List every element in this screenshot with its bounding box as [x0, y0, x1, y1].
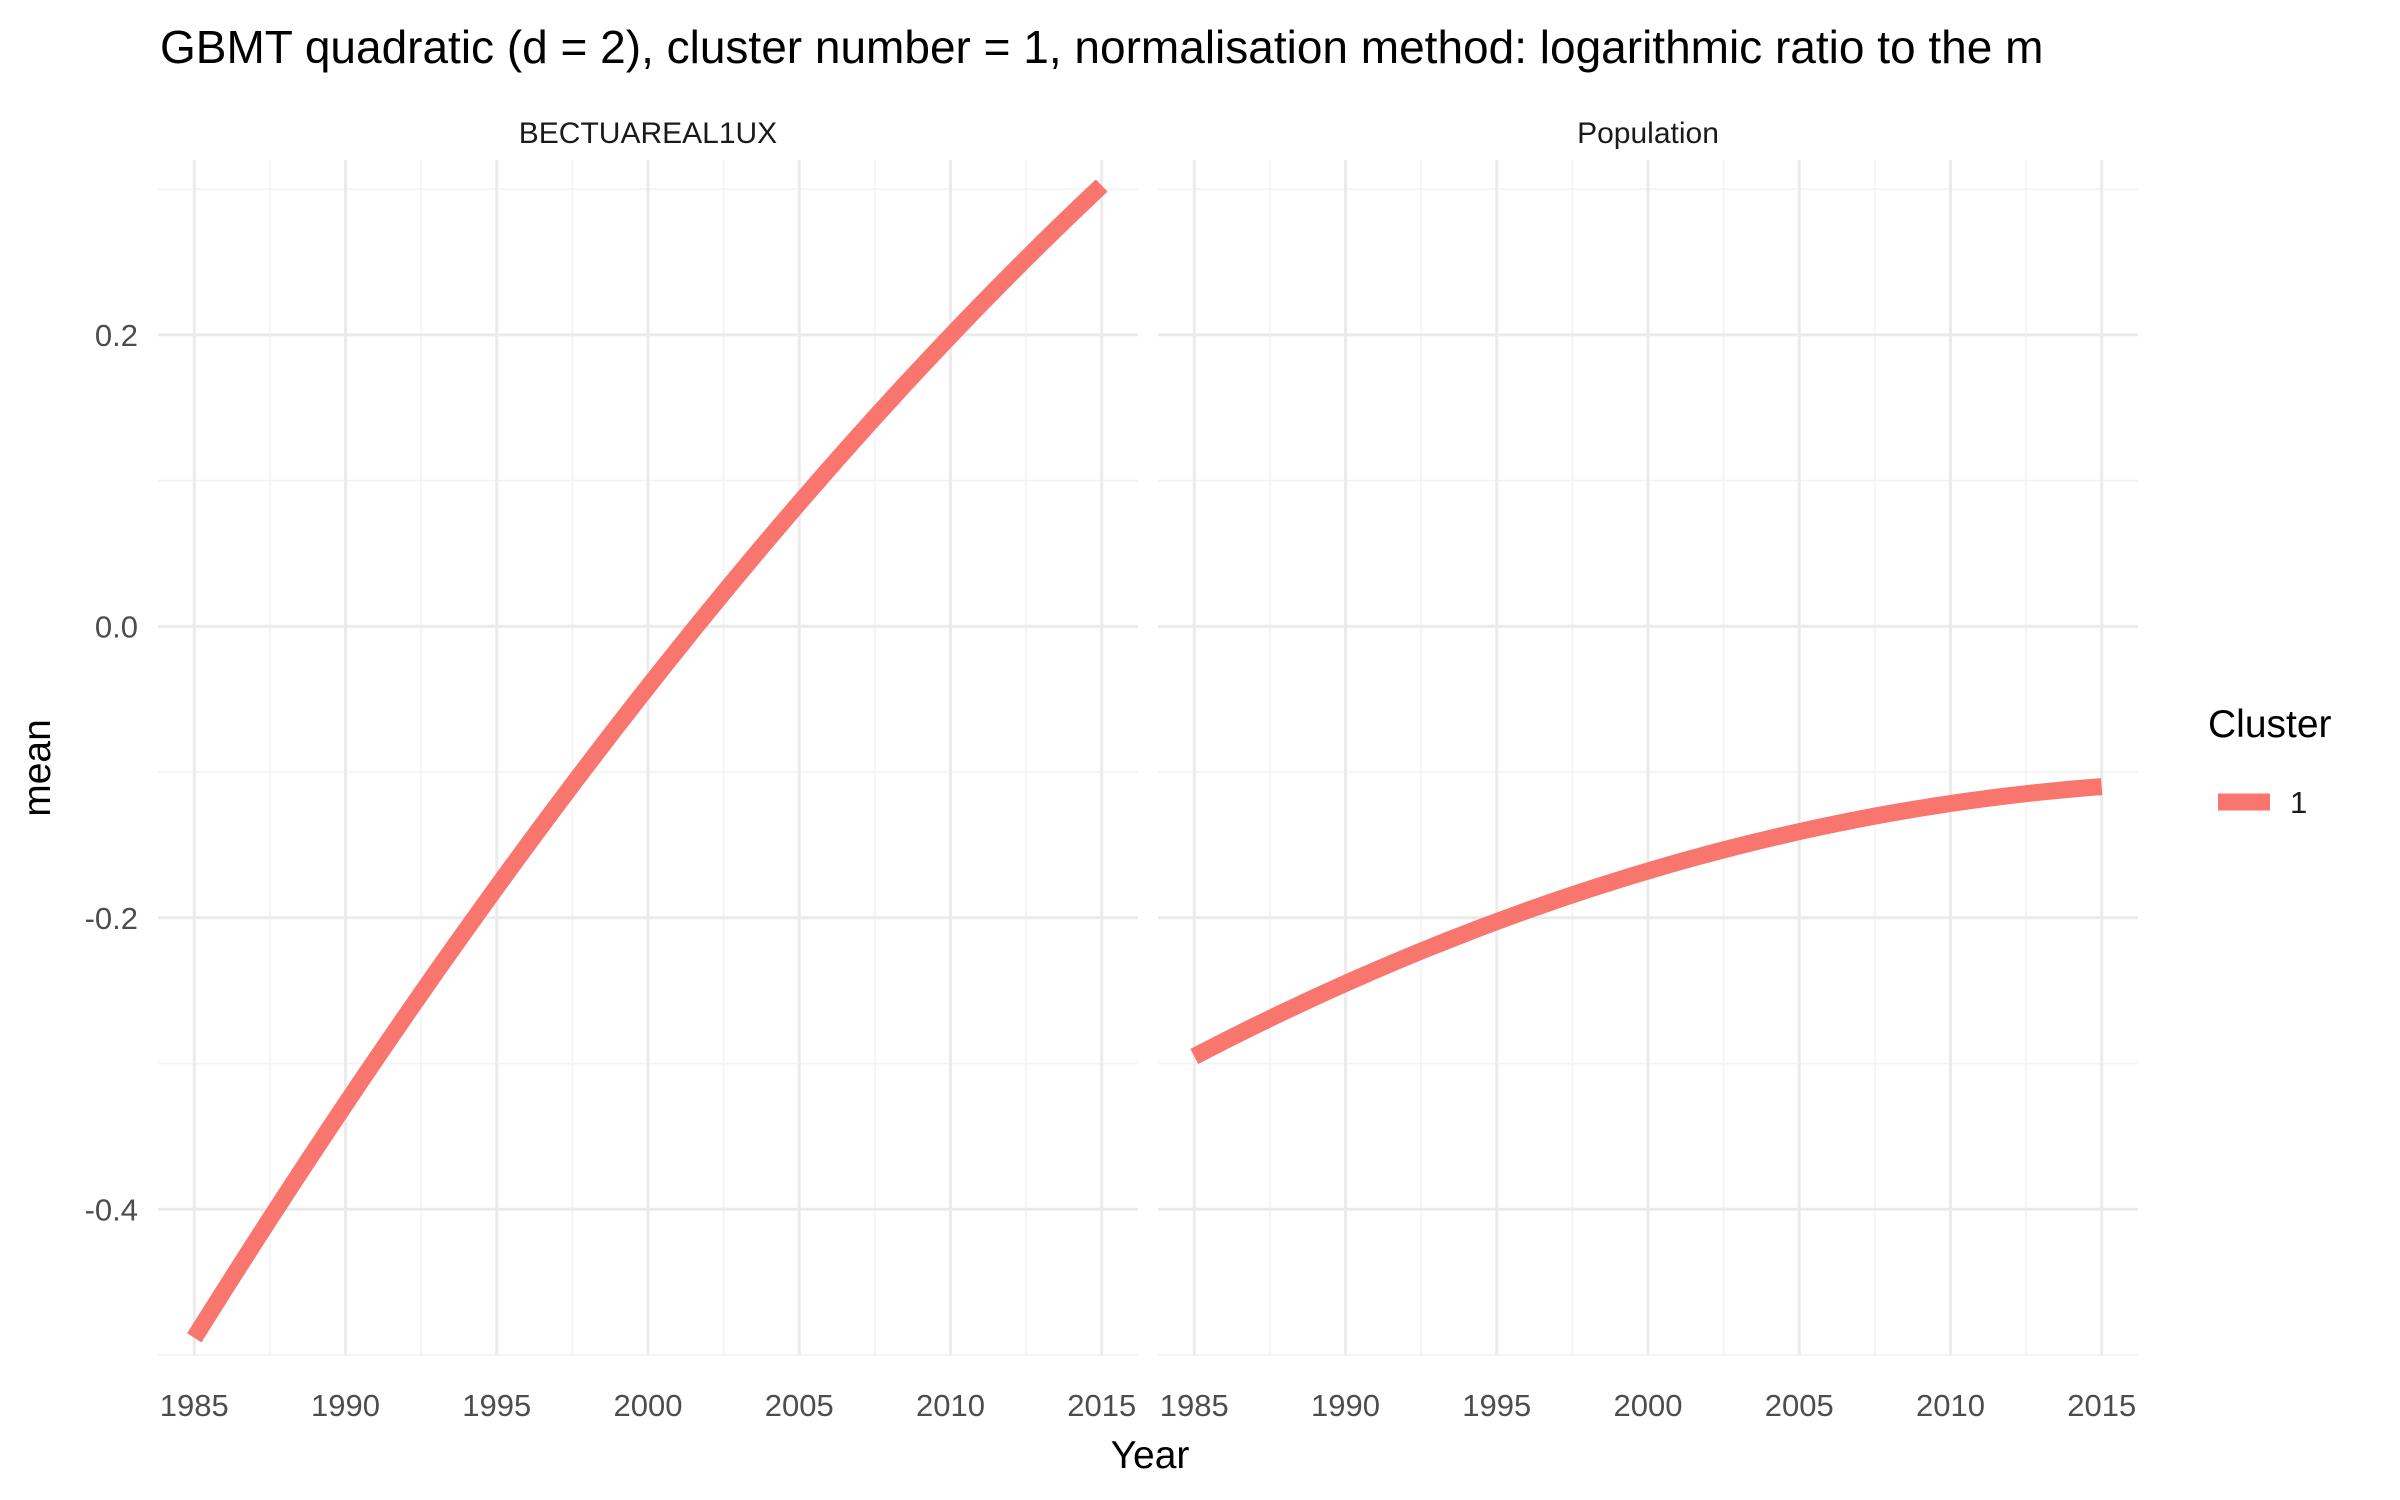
- chart-title: GBMT quadratic (d = 2), cluster number =…: [160, 21, 2043, 73]
- x-tick-label: 2000: [614, 1388, 683, 1423]
- x-tick-label: 1990: [311, 1388, 380, 1423]
- x-tick-label: 1990: [1311, 1388, 1380, 1423]
- legend-label: 1: [2290, 785, 2307, 820]
- x-axis-title: Year: [1111, 1434, 1190, 1477]
- y-axis-title: mean: [16, 719, 59, 817]
- x-tick-label: 2015: [2067, 1388, 2136, 1423]
- y-tick-label: -0.2: [85, 901, 138, 936]
- facet-strip-label: BECTUAREAL1UX: [519, 117, 777, 150]
- series-line-cluster-1: [1190, 778, 2103, 1065]
- facet-strip-label: Population: [1577, 117, 1719, 150]
- x-tick-label: 2010: [1916, 1388, 1985, 1423]
- x-tick-label: 2005: [1765, 1388, 1834, 1423]
- legend-title: Cluster: [2208, 703, 2332, 746]
- x-tick-label: 1985: [160, 1388, 229, 1423]
- x-tick-label: 2015: [1067, 1388, 1136, 1423]
- legend: Cluster 1: [2208, 703, 2332, 820]
- x-tick-label: 1995: [1462, 1388, 1531, 1423]
- y-tick-label: -0.4: [85, 1192, 138, 1227]
- x-tick-label: 2000: [1614, 1388, 1683, 1423]
- facet-panel-1: BECTUAREAL1UX 1985 1990 1995 2000 2005 2010 201…: [85, 117, 1138, 1423]
- x-tick-label: 1995: [462, 1388, 531, 1423]
- x-tick-label: 2010: [916, 1388, 985, 1423]
- x-tick-label: 1985: [1160, 1388, 1229, 1423]
- facet-panel-2: Population 1985 1990 1995 2000 2005 2010 2015: [1158, 117, 2138, 1423]
- series-line-cluster-1: [187, 179, 1108, 1343]
- y-tick-label: 0.0: [95, 609, 138, 644]
- x-tick-label: 2005: [765, 1388, 834, 1423]
- y-tick-label: 0.2: [95, 318, 138, 353]
